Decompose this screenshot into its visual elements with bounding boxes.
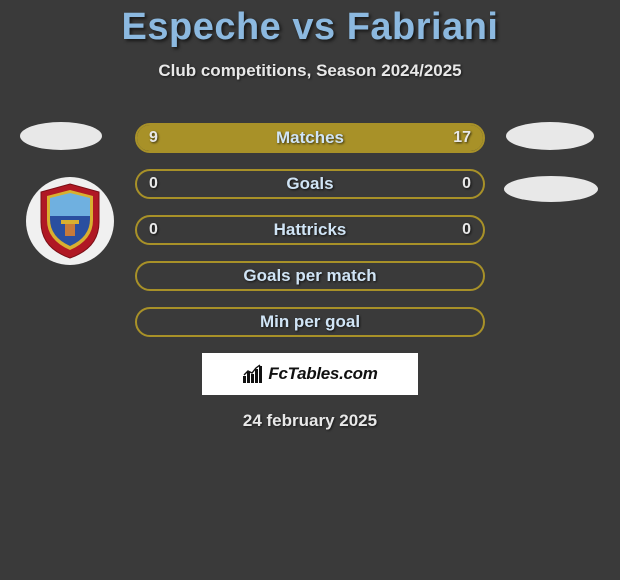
- left-player-oval: [20, 122, 102, 150]
- brand-text: FcTables.com: [268, 364, 377, 384]
- right-player-oval-2: [504, 176, 598, 202]
- stat-row: Goals per match: [135, 261, 485, 291]
- stat-row: 917Matches: [135, 123, 485, 153]
- team-badge: [26, 177, 114, 265]
- brand-badge: FcTables.com: [202, 353, 418, 395]
- stat-label: Min per goal: [137, 309, 483, 335]
- stat-label: Hattricks: [137, 217, 483, 243]
- page-title: Espeche vs Fabriani: [0, 0, 620, 49]
- subtitle: Club competitions, Season 2024/2025: [0, 61, 620, 81]
- date-label: 24 february 2025: [0, 411, 620, 431]
- shield-icon: [37, 182, 103, 260]
- stat-label: Goals per match: [137, 263, 483, 289]
- stat-label: Matches: [137, 125, 483, 151]
- stats-bars: 917Matches 00Goals 00Hattricks Goals per ma…: [135, 123, 485, 337]
- stat-row: Min per goal: [135, 307, 485, 337]
- stat-label: Goals: [137, 171, 483, 197]
- bars-icon: [242, 364, 264, 384]
- stat-row: 00Goals: [135, 169, 485, 199]
- stat-row: 00Hattricks: [135, 215, 485, 245]
- right-player-oval-1: [506, 122, 594, 150]
